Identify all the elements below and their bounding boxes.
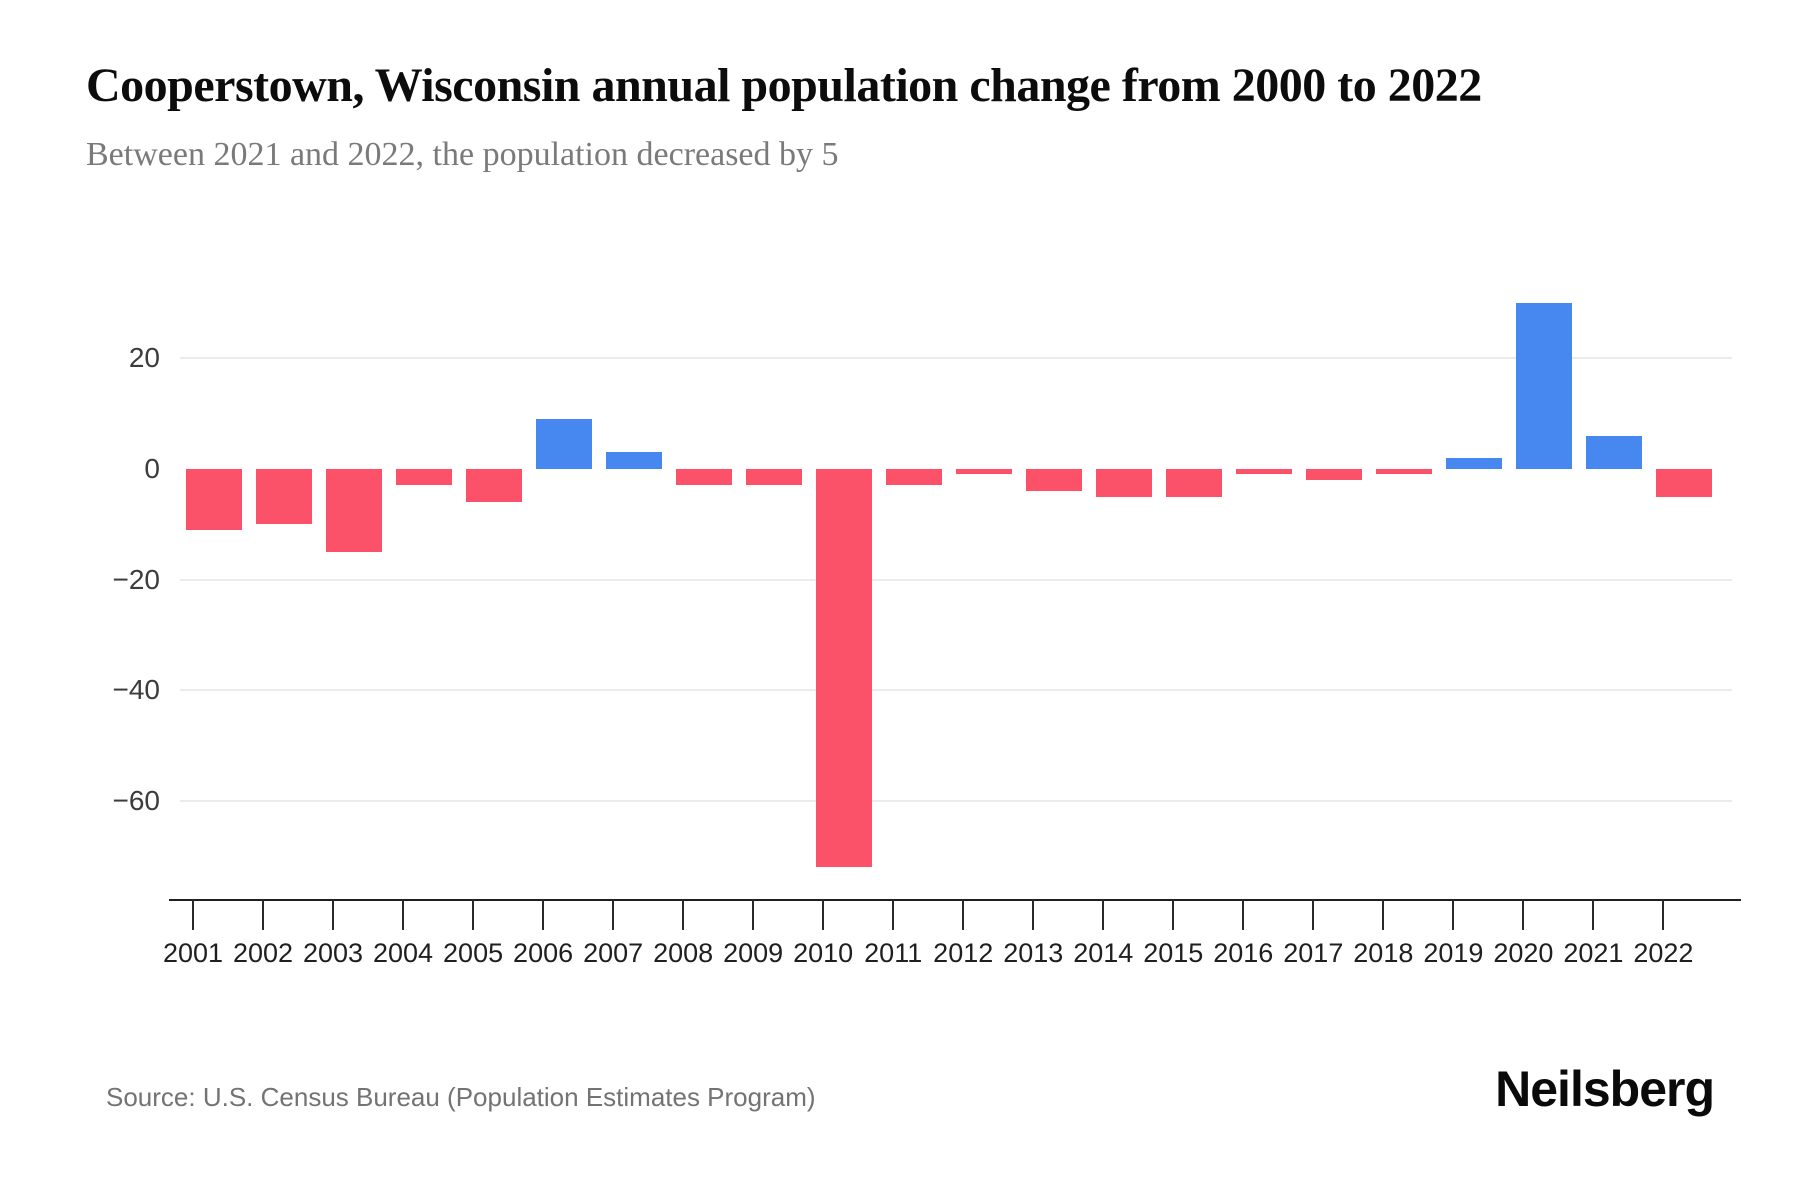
x-axis-label-2017: 2017 bbox=[1283, 938, 1344, 968]
bar-2004[interactable] bbox=[396, 468, 453, 486]
gridline--40 bbox=[180, 689, 1732, 692]
bar-2013[interactable] bbox=[1026, 468, 1083, 491]
x-axis-label-2013: 2013 bbox=[1003, 938, 1064, 968]
bar-2005[interactable] bbox=[466, 468, 523, 503]
x-axis-label-2002: 2002 bbox=[232, 938, 294, 968]
bar-2017[interactable] bbox=[1306, 468, 1363, 480]
x-tick-2009 bbox=[752, 900, 755, 930]
source-attribution: Source: U.S. Census Bureau (Population E… bbox=[106, 1082, 816, 1112]
gridline-20 bbox=[180, 357, 1732, 360]
x-tick-2017 bbox=[1312, 900, 1315, 930]
x-axis-label-2021: 2021 bbox=[1563, 938, 1624, 968]
bar-2018[interactable] bbox=[1376, 468, 1433, 475]
x-tick-2003 bbox=[332, 900, 335, 930]
x-tick-2019 bbox=[1452, 900, 1455, 930]
bar-2012[interactable] bbox=[956, 468, 1013, 475]
bar-2009[interactable] bbox=[746, 468, 803, 486]
x-tick-2021 bbox=[1592, 900, 1595, 930]
x-tick-2004 bbox=[402, 900, 405, 930]
x-tick-2014 bbox=[1102, 900, 1105, 930]
x-tick-2018 bbox=[1382, 900, 1385, 930]
x-axis-label-2003: 2003 bbox=[302, 938, 364, 968]
y-axis-label--40: −40 bbox=[112, 674, 161, 706]
x-axis-label-2012: 2012 bbox=[933, 938, 994, 968]
neilsberg-logo: Neilsberg bbox=[1495, 1061, 1715, 1117]
x-tick-2020 bbox=[1522, 900, 1525, 930]
x-axis-label-2019: 2019 bbox=[1423, 938, 1484, 968]
x-axis-label-2008: 2008 bbox=[653, 938, 714, 968]
x-tick-2005 bbox=[472, 900, 475, 930]
x-tick-2013 bbox=[1032, 900, 1035, 930]
x-tick-2007 bbox=[612, 900, 615, 930]
x-axis-label-2015: 2015 bbox=[1143, 938, 1204, 968]
x-axis-label-2009: 2009 bbox=[723, 938, 784, 968]
x-tick-2008 bbox=[682, 900, 685, 930]
x-axis-label-2007: 2007 bbox=[583, 938, 644, 968]
y-axis-label-0: 0 bbox=[144, 452, 160, 484]
x-axis-label-2020: 2020 bbox=[1493, 938, 1554, 968]
x-tick-2012 bbox=[962, 900, 965, 930]
x-tick-2006 bbox=[542, 900, 545, 930]
bar-2006[interactable] bbox=[536, 419, 593, 469]
bar-2020[interactable] bbox=[1516, 303, 1573, 469]
x-axis-label-2010: 2010 bbox=[793, 938, 854, 968]
y-axis-label--60: −60 bbox=[112, 784, 161, 816]
x-axis-label-2018: 2018 bbox=[1353, 938, 1414, 968]
bar-2001[interactable] bbox=[186, 468, 242, 530]
x-tick-2016 bbox=[1242, 900, 1245, 930]
gridline--20 bbox=[180, 578, 1732, 581]
bar-2022[interactable] bbox=[1656, 468, 1713, 497]
x-axis-label-2004: 2004 bbox=[373, 938, 434, 968]
x-tick-2010 bbox=[822, 900, 825, 930]
x-axis-line bbox=[169, 899, 1741, 901]
bar-2019[interactable] bbox=[1446, 457, 1503, 469]
x-axis-label-2005: 2005 bbox=[443, 938, 504, 968]
bar-2002[interactable] bbox=[256, 468, 313, 525]
y-axis-label--20: −20 bbox=[112, 563, 161, 595]
chart-subtitle: Between 2021 and 2022, the population de… bbox=[86, 136, 839, 173]
bar-2010[interactable] bbox=[816, 468, 873, 868]
x-tick-2001 bbox=[192, 900, 194, 930]
bar-2003[interactable] bbox=[326, 468, 383, 552]
chart-title: Cooperstown, Wisconsin annual population… bbox=[86, 59, 1482, 112]
y-axis-label-20: 20 bbox=[128, 342, 160, 374]
bar-2008[interactable] bbox=[676, 468, 733, 486]
x-axis-label-2016: 2016 bbox=[1213, 938, 1274, 968]
x-axis-label-2022: 2022 bbox=[1633, 938, 1694, 968]
x-tick-2022 bbox=[1662, 900, 1665, 930]
x-tick-2011 bbox=[892, 900, 895, 930]
x-axis-label-2006: 2006 bbox=[513, 938, 574, 968]
x-tick-2002 bbox=[262, 900, 265, 930]
x-axis-label-2011: 2011 bbox=[864, 938, 923, 968]
gridline--60 bbox=[180, 799, 1732, 802]
x-axis-label-2001: 2001 bbox=[162, 938, 224, 968]
bar-2016[interactable] bbox=[1236, 468, 1293, 475]
x-axis-label-2014: 2014 bbox=[1073, 938, 1134, 968]
bar-2015[interactable] bbox=[1166, 468, 1223, 497]
bar-2014[interactable] bbox=[1096, 468, 1153, 497]
bar-2007[interactable] bbox=[606, 452, 663, 469]
x-tick-2015 bbox=[1172, 900, 1175, 930]
bar-2021[interactable] bbox=[1586, 435, 1643, 469]
bar-2011[interactable] bbox=[886, 468, 943, 486]
